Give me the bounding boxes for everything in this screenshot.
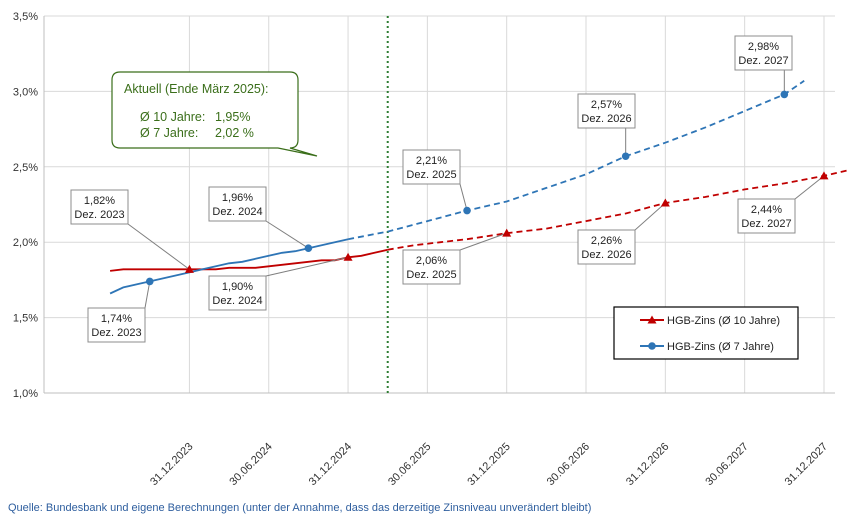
y-tick-label: 1,5%: [13, 313, 38, 325]
legend-box: [613, 306, 799, 360]
annotation-box: [577, 229, 636, 265]
annotation-value: 1,96%: [222, 192, 253, 204]
annotation-box: [402, 249, 461, 285]
annotation-value: 2,26%: [591, 235, 622, 247]
callout-value: 1,95%: [215, 110, 250, 124]
annotation-value: 1,90%: [222, 281, 253, 293]
annotation-date: Dez. 2023: [91, 327, 141, 339]
y-tick-label: 1,0%: [13, 388, 38, 400]
series-1-projected-line: [347, 80, 805, 241]
annotation-leader: [144, 281, 151, 309]
annotation-value: 1,82%: [84, 195, 115, 207]
annotation-box: [734, 35, 793, 71]
annotation-box: [737, 198, 796, 234]
y-tick-label: 3,5%: [13, 11, 38, 23]
annotation-box: [87, 307, 146, 343]
x-tick-label: 30.06.2025: [386, 441, 433, 488]
data-point-marker: [621, 152, 630, 161]
annotation-leader: [127, 223, 190, 270]
source-note: Quelle: Bundesbank und eigene Berechnung…: [8, 502, 592, 514]
annotation-leader: [794, 175, 825, 200]
x-tick-label: 31.12.2023: [148, 441, 195, 488]
data-point-marker: [780, 90, 789, 99]
y-tick-label: 3,0%: [13, 86, 38, 98]
x-tick-label: 31.12.2026: [624, 441, 671, 488]
data-point-marker: [660, 198, 670, 207]
y-tick-label: 2,0%: [13, 237, 38, 249]
annotation-leader: [265, 256, 349, 277]
annotation-leader: [459, 183, 468, 211]
data-point-marker: [343, 252, 353, 261]
data-point-marker: [819, 171, 829, 180]
annotation-leader: [265, 220, 309, 249]
callout-label: Ø 10 Jahre:: [140, 110, 205, 124]
series-0-projected-line: [387, 168, 850, 251]
callout-bubble: [111, 71, 318, 157]
x-tick-label: 31.12.2025: [465, 441, 512, 488]
x-tick-label: 31.12.2024: [307, 441, 354, 488]
annotation-leader: [634, 202, 666, 231]
legend-marker: [648, 342, 656, 350]
legend-label: HGB-Zins (Ø 7 Jahre): [667, 341, 774, 353]
x-tick-label: 30.06.2027: [703, 441, 750, 488]
annotation-leader: [459, 232, 507, 251]
y-tick-label: 2,5%: [13, 162, 38, 174]
data-point-marker: [184, 264, 194, 273]
annotation-date: Dez. 2025: [406, 169, 456, 181]
annotation-value: 2,21%: [416, 155, 447, 167]
x-tick-label: 31.12.2027: [783, 441, 830, 488]
callout-label: Ø 7 Jahre:: [140, 126, 198, 140]
annotation-date: Dez. 2025: [406, 269, 456, 281]
annotation-box: [402, 149, 461, 185]
callout-title: Aktuell (Ende März 2025):: [124, 82, 269, 96]
annotation-value: 2,98%: [748, 41, 779, 53]
legend-marker: [647, 315, 657, 324]
annotation-box: [70, 189, 129, 225]
x-tick-label: 30.06.2024: [227, 441, 274, 488]
annotation-value: 2,57%: [591, 99, 622, 111]
annotation-date: Dez. 2024: [212, 206, 262, 218]
annotation-value: 1,74%: [101, 313, 132, 325]
legend-label: HGB-Zins (Ø 10 Jahre): [667, 315, 780, 327]
annotation-value: 2,06%: [416, 255, 447, 267]
annotation-value: 2,44%: [751, 204, 782, 216]
annotation-date: Dez. 2027: [741, 218, 791, 230]
annotation-date: Dez. 2026: [581, 249, 631, 261]
annotation-box: [577, 93, 636, 129]
current-callout: Aktuell (Ende März 2025): Ø 10 Jahre: 1,95…: [111, 71, 318, 157]
data-point-marker: [502, 228, 512, 237]
data-point-marker: [145, 277, 154, 286]
callout-value: 2,02 %: [215, 126, 254, 140]
data-point-marker: [304, 244, 313, 253]
annotation-box: [208, 186, 267, 222]
annotation-date: Dez. 2023: [74, 209, 124, 221]
annotation-date: Dez. 2024: [212, 295, 262, 307]
annotation-date: Dez. 2027: [738, 55, 788, 67]
data-point-marker: [463, 206, 471, 215]
annotation-box: [208, 275, 267, 311]
legend: HGB-Zins (Ø 10 Jahre) HGB-Zins (Ø 7 Jahre…: [613, 306, 799, 360]
annotation-date: Dez. 2026: [581, 113, 631, 125]
x-tick-label: 30.06.2026: [545, 441, 592, 488]
